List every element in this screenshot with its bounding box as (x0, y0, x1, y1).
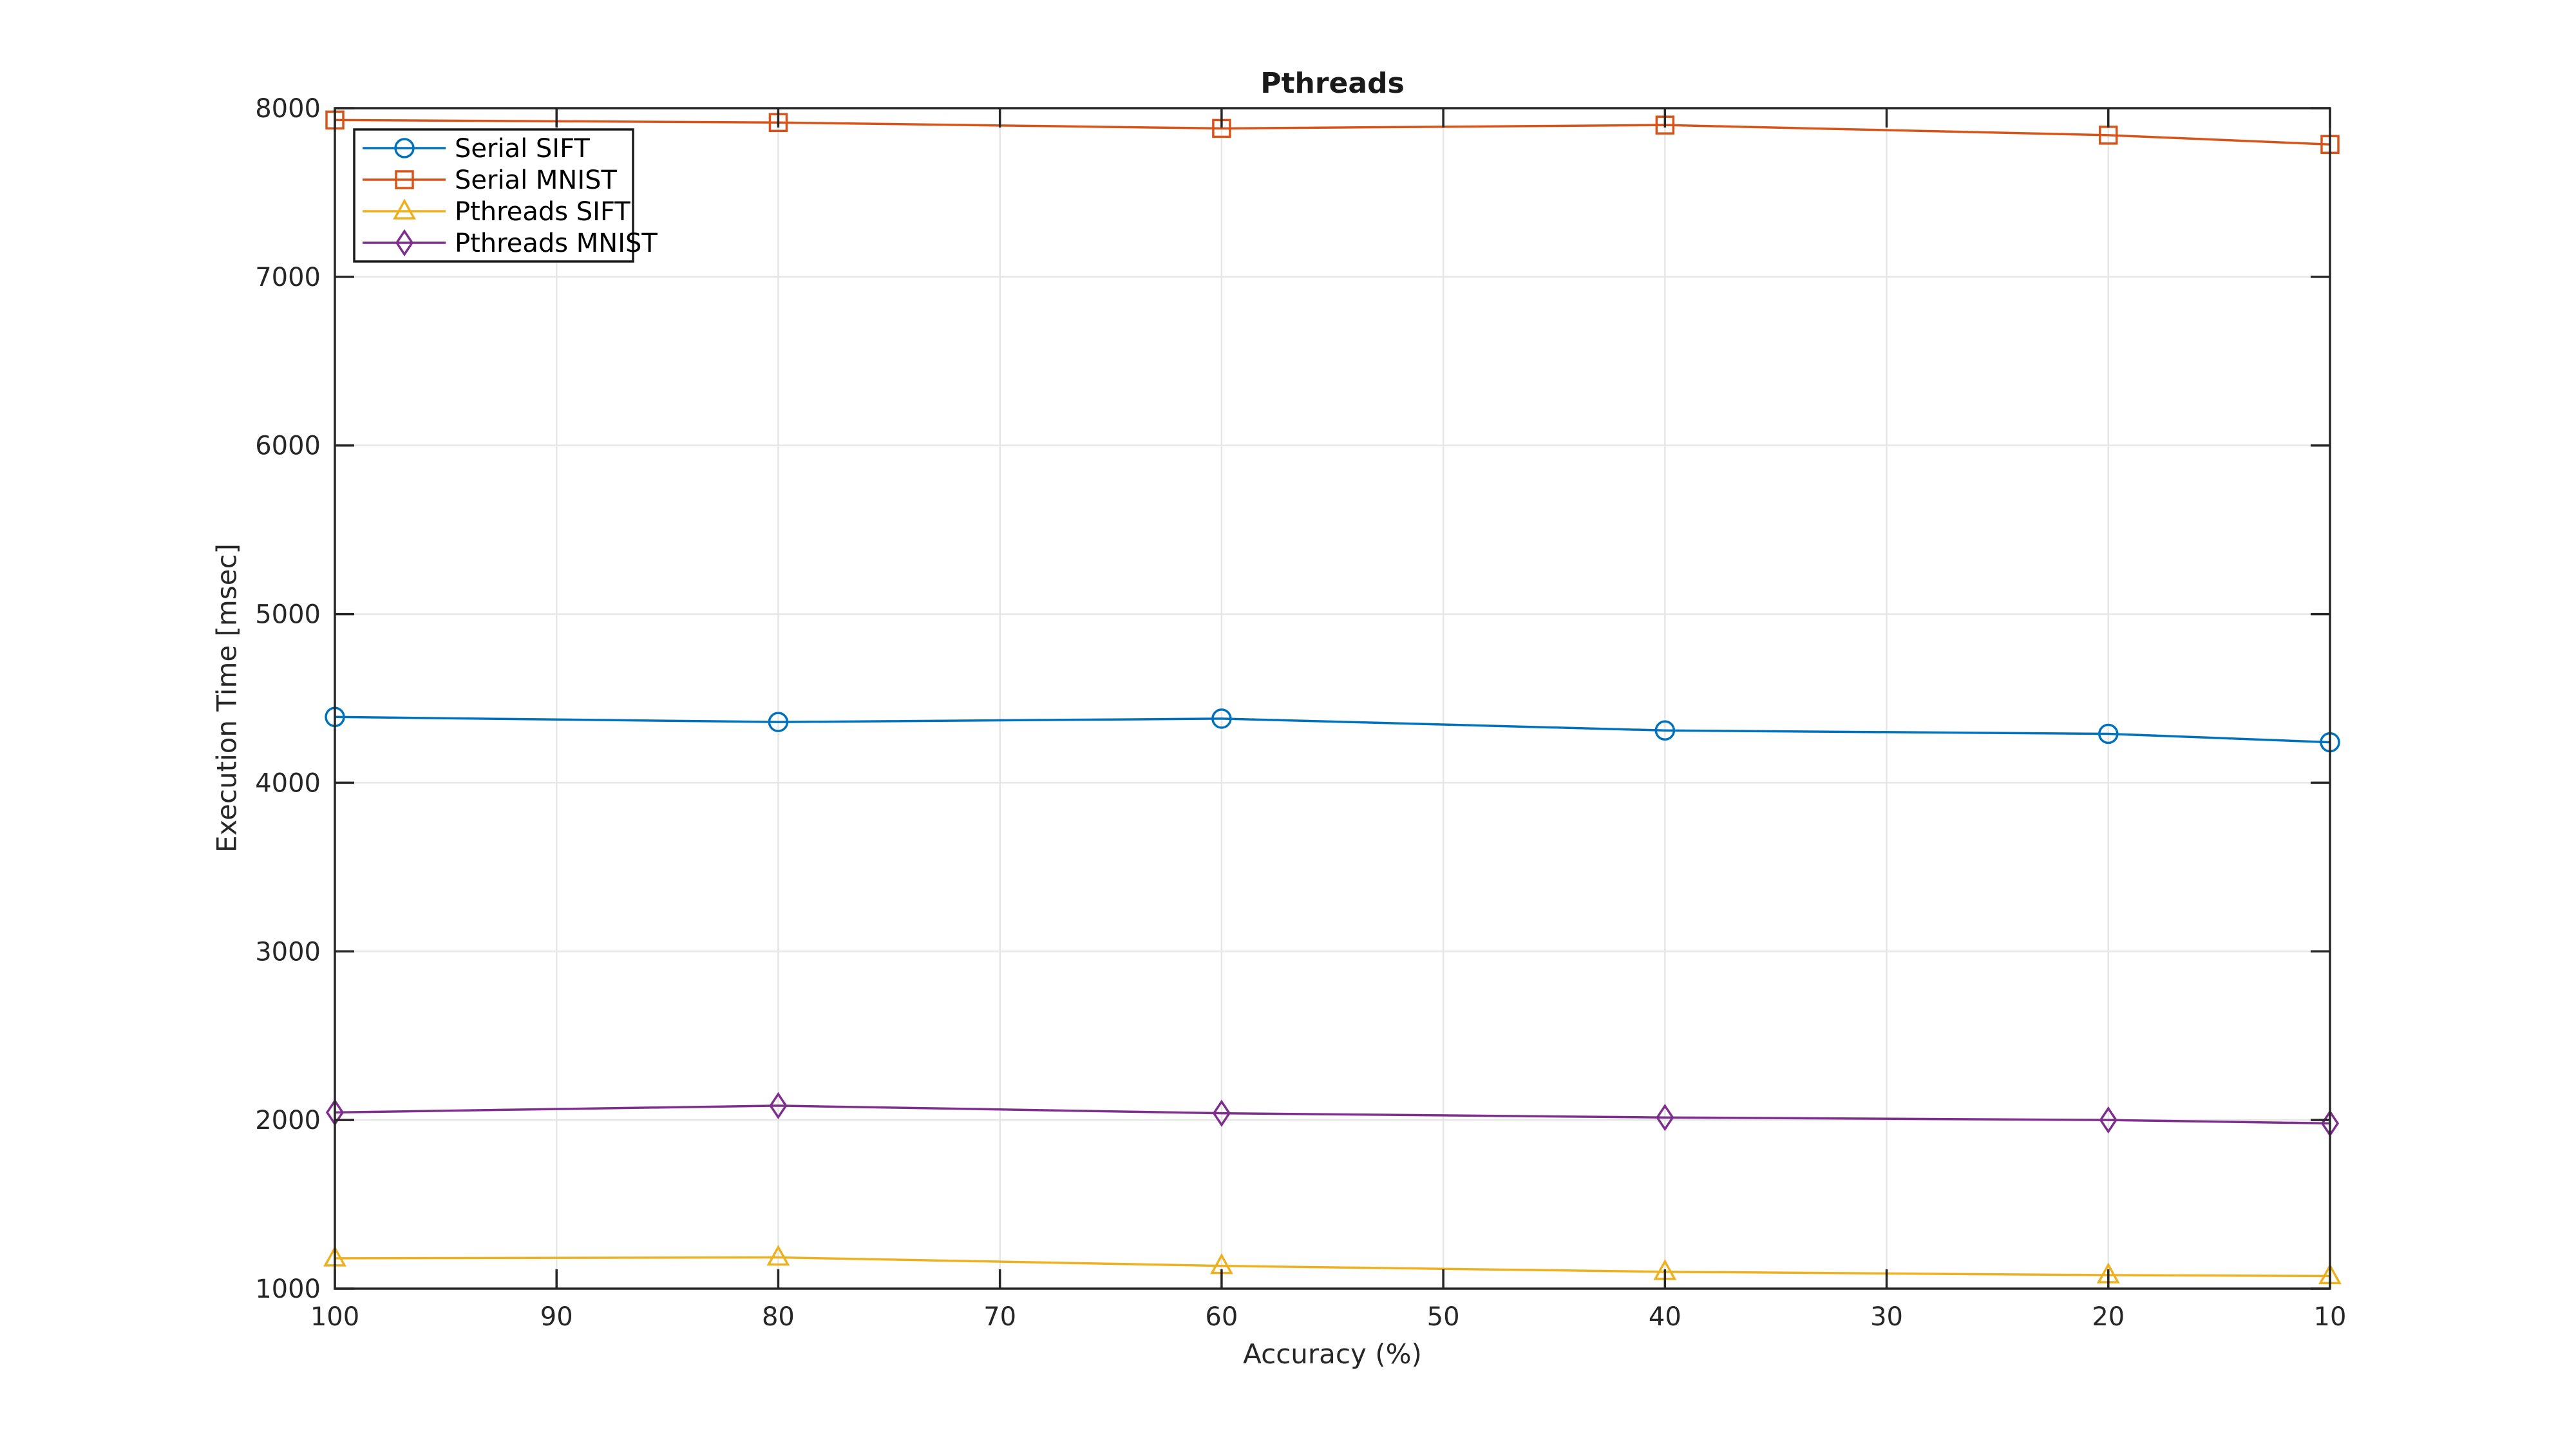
circle-marker (1211, 708, 1232, 729)
x-axis-label: Accuracy (%) (1243, 1338, 1422, 1370)
diamond-marker (769, 1092, 788, 1120)
triangle-marker (393, 198, 416, 220)
plot-background (335, 108, 2330, 1289)
x-tick-label: 10 (2314, 1302, 2347, 1332)
tick-labels: 100 90 80 70 60 50 40 30 20 10 1000 2000 3000 4000 500… (255, 94, 2346, 1332)
y-tick-label: 5000 (255, 600, 321, 630)
triangle-marker (766, 1244, 790, 1266)
square-marker (395, 170, 414, 189)
series-line (334, 715, 2331, 744)
diamond-marker (2099, 1106, 2117, 1134)
y-tick-label: 1000 (255, 1274, 321, 1304)
x-tick-label: 20 (2092, 1302, 2125, 1332)
circle-marker (1654, 720, 1676, 741)
diamond-marker (1656, 1104, 1674, 1132)
series-line (334, 1256, 2331, 1278)
y-tick-label: 6000 (255, 431, 321, 461)
x-tick-label: 60 (1205, 1302, 1238, 1332)
circle-marker (2098, 723, 2119, 744)
legend-entry-serial-mnist: Serial MNIST (363, 166, 618, 195)
x-tick-label: 50 (1427, 1302, 1460, 1332)
x-tick-label: 70 (983, 1302, 1016, 1332)
legend-entry-pthreads-mnist: Pthreads MNIST (363, 229, 658, 258)
diamond-marker (1212, 1099, 1231, 1127)
legend-entry-serial-sift: Serial SIFT (363, 134, 590, 164)
axis-box (334, 107, 2331, 1290)
y-tick-label: 7000 (255, 263, 321, 292)
circle-marker (768, 712, 789, 732)
x-tick-label: 40 (1649, 1302, 1681, 1332)
legend-label: Serial SIFT (455, 134, 590, 164)
series-line (334, 1104, 2331, 1125)
axes (334, 107, 2331, 1290)
legend-box (353, 128, 634, 263)
y-axis-label: Execution Time [msec] (211, 543, 243, 853)
chart-title: Pthreads (1260, 67, 1405, 100)
legend-label: Pthreads MNIST (455, 229, 658, 258)
legend-label: Serial MNIST (455, 166, 618, 195)
y-tick-label: 3000 (255, 937, 321, 967)
x-tick-label: 30 (1870, 1302, 1903, 1332)
legend-label: Pthreads SIFT (455, 197, 630, 227)
x-tick-label: 80 (762, 1302, 795, 1332)
y-tick-label: 2000 (255, 1106, 321, 1135)
y-tick-label: 4000 (255, 768, 321, 798)
diamond-marker (395, 229, 414, 257)
x-tick-label: 100 (310, 1302, 359, 1332)
circle-marker (394, 138, 415, 158)
legend-entry-pthreads-sift: Pthreads SIFT (363, 197, 630, 227)
y-tick-label: 8000 (255, 94, 321, 124)
x-tick-label: 90 (540, 1302, 573, 1332)
